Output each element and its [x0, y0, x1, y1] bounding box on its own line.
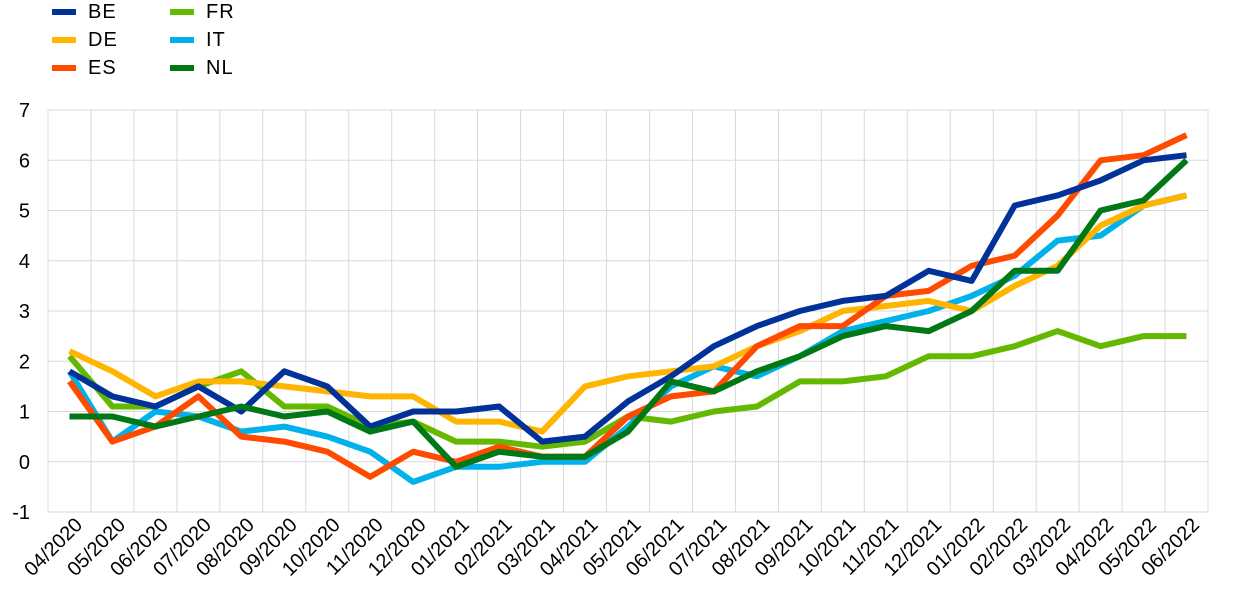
series-line-nl: [69, 158, 1189, 470]
y-tick-label: 7: [19, 100, 30, 122]
y-tick-label: 1: [19, 402, 30, 424]
legend-swatch: [52, 37, 76, 43]
legend-label: IT: [206, 28, 226, 51]
legend-swatch: [52, 9, 76, 15]
series-line-es: [67, 132, 1188, 480]
legend-item-be: BE: [52, 0, 117, 24]
x-axis: 04/202005/202006/202007/202008/202009/20…: [20, 514, 1204, 581]
legend-item-fr: FR: [170, 0, 235, 24]
y-axis: -1 0 1 2 3 4 5 6 7: [12, 100, 30, 524]
legend-item-it: IT: [170, 28, 226, 52]
series-line-it: [66, 192, 1188, 485]
legend-item-de: DE: [52, 28, 118, 52]
legend-item-es: ES: [52, 56, 117, 80]
series-line-be: [67, 152, 1187, 445]
y-tick-label: 6: [19, 150, 30, 172]
grid: [47, 109, 1209, 513]
legend-label: NL: [206, 56, 234, 79]
series-line-de: [68, 192, 1188, 435]
y-tick-label: 0: [19, 452, 30, 474]
legend-label: ES: [88, 56, 117, 79]
legend-item-nl: NL: [170, 56, 234, 80]
legend-label: BE: [88, 0, 117, 23]
legend-swatch: [170, 37, 194, 43]
y-tick-label: 5: [19, 201, 30, 223]
legend-swatch: [170, 65, 194, 71]
legend-swatch: [170, 9, 194, 15]
legend-label: FR: [206, 0, 235, 23]
y-tick-label: 3: [19, 301, 30, 323]
y-tick-label: 4: [19, 251, 30, 273]
legend-swatch: [52, 65, 76, 71]
series-lines: [66, 132, 1189, 485]
legend-label: DE: [88, 28, 118, 51]
y-tick-label: -1: [12, 502, 30, 524]
legend: BE DE ES FR IT NL: [52, 0, 312, 86]
y-tick-label: 2: [19, 351, 30, 373]
